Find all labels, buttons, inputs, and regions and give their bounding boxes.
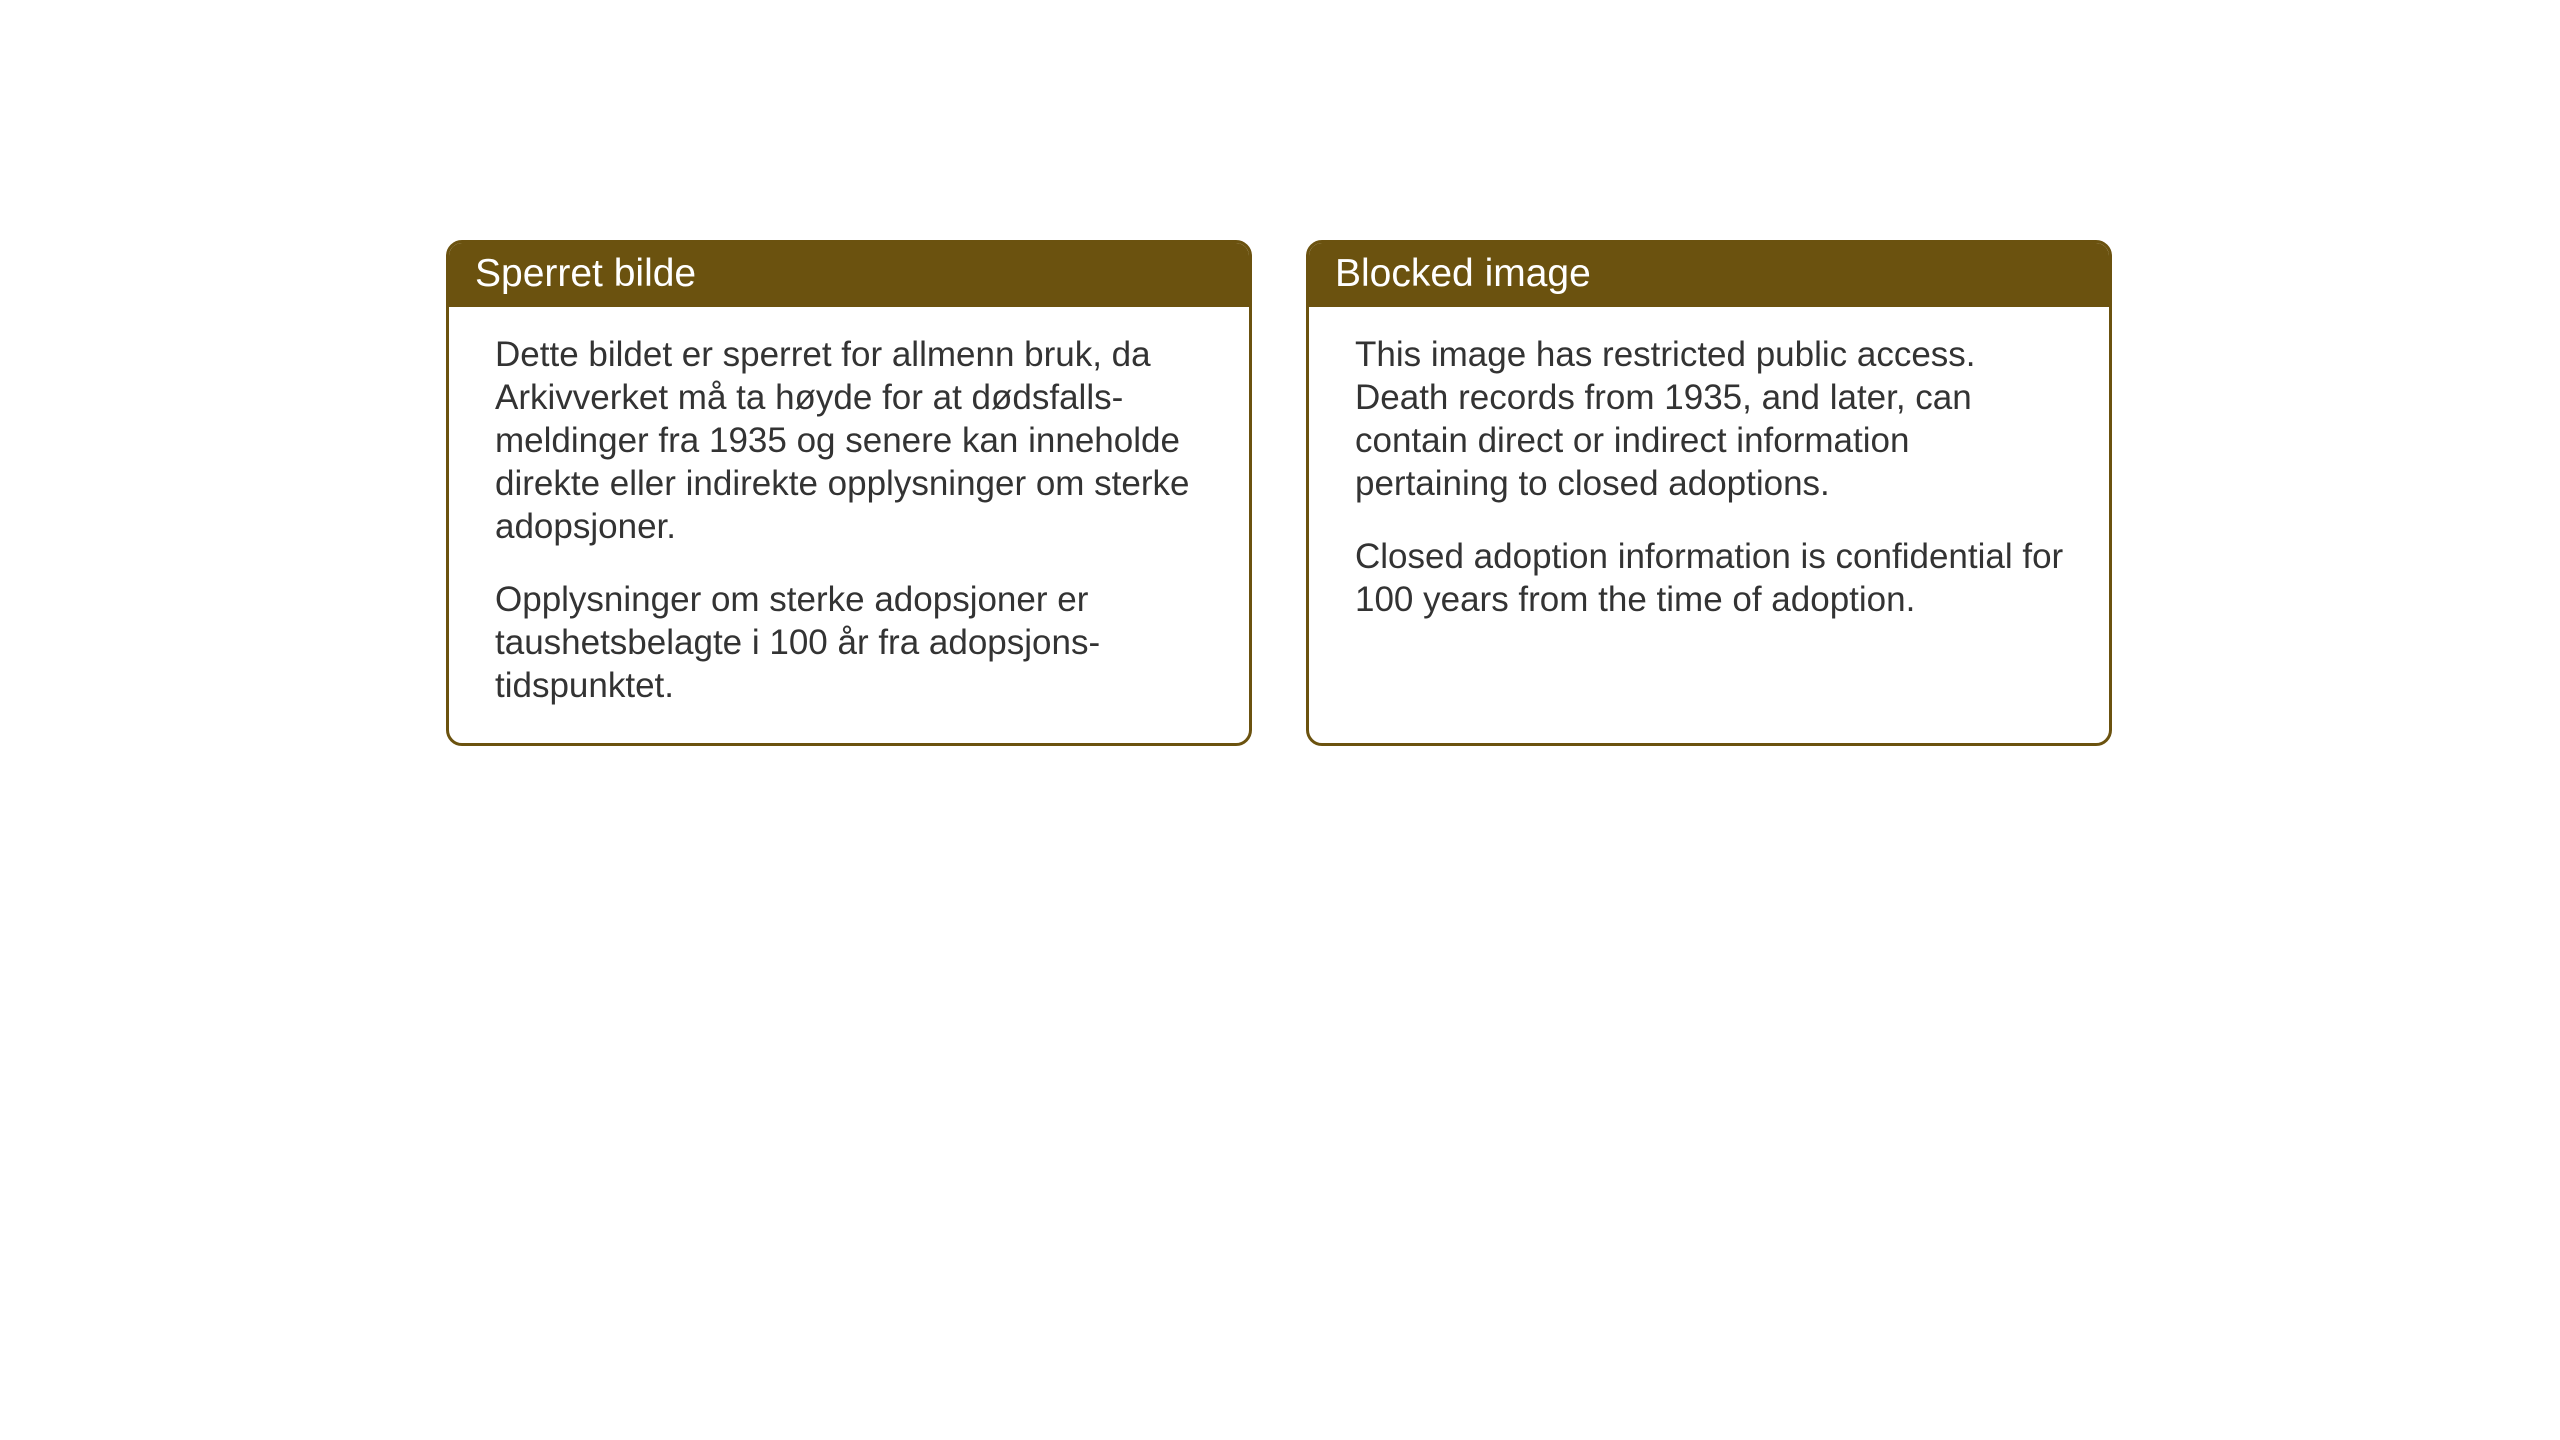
card-body-english: This image has restricted public access.… bbox=[1309, 307, 2109, 731]
card-norwegian: Sperret bilde Dette bildet er sperret fo… bbox=[446, 240, 1252, 746]
card-para1-norwegian: Dette bildet er sperret for allmenn bruk… bbox=[495, 333, 1209, 548]
card-para1-english: This image has restricted public access.… bbox=[1355, 333, 2069, 505]
card-para2-norwegian: Opplysninger om sterke adopsjoner er tau… bbox=[495, 578, 1209, 707]
card-header-english: Blocked image bbox=[1309, 243, 2109, 307]
card-title-norwegian: Sperret bilde bbox=[475, 252, 696, 295]
card-body-norwegian: Dette bildet er sperret for allmenn bruk… bbox=[449, 307, 1249, 743]
card-english: Blocked image This image has restricted … bbox=[1306, 240, 2112, 746]
card-para2-english: Closed adoption information is confident… bbox=[1355, 535, 2069, 621]
card-title-english: Blocked image bbox=[1335, 252, 1591, 295]
card-header-norwegian: Sperret bilde bbox=[449, 243, 1249, 307]
cards-container: Sperret bilde Dette bildet er sperret fo… bbox=[446, 240, 2112, 746]
